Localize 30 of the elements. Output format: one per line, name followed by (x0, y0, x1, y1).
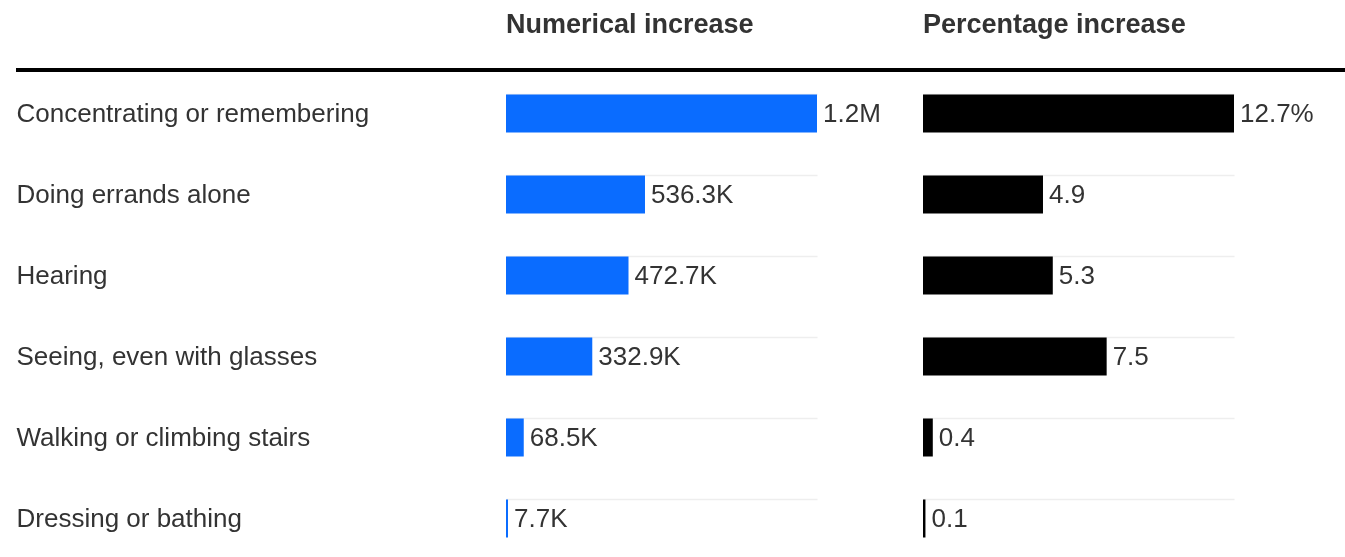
y-tick-label: Concentrating or remembering (16, 97, 370, 128)
bar (506, 175, 645, 214)
bar (923, 418, 933, 457)
bar (506, 94, 817, 133)
y-tick-label: Hearing (16, 259, 108, 290)
bar (923, 94, 1234, 133)
data-label: 472.7K (634, 259, 718, 290)
y-tick-label: Seeing, even with glasses (16, 340, 318, 371)
data-label: 68.5K (529, 421, 599, 452)
chart-title: Percentage increase (923, 9, 1186, 39)
data-label: 1.2M (823, 97, 881, 128)
bar (923, 256, 1053, 295)
data-label: 0.4 (938, 421, 975, 452)
data-label: 7.7K (514, 502, 569, 533)
data-label: 536.3K (650, 178, 735, 209)
data-label: 0.1 (931, 502, 968, 533)
bar (506, 256, 629, 295)
y-tick-label: Doing errands alone (16, 178, 251, 209)
data-label: 7.5 (1112, 340, 1149, 371)
y-tick-label: Walking or climbing stairs (16, 421, 311, 452)
data-label: 5.3 (1058, 259, 1095, 290)
bar (506, 337, 593, 376)
data-label: 332.9K (598, 340, 682, 371)
bar (506, 418, 524, 457)
chart-title: Numerical increase (506, 9, 754, 39)
data-label: 12.7% (1240, 97, 1314, 128)
bar (923, 175, 1043, 214)
data-label: 4.9 (1048, 178, 1086, 209)
bar (923, 337, 1107, 376)
y-tick-label: Dressing or bathing (16, 502, 242, 533)
